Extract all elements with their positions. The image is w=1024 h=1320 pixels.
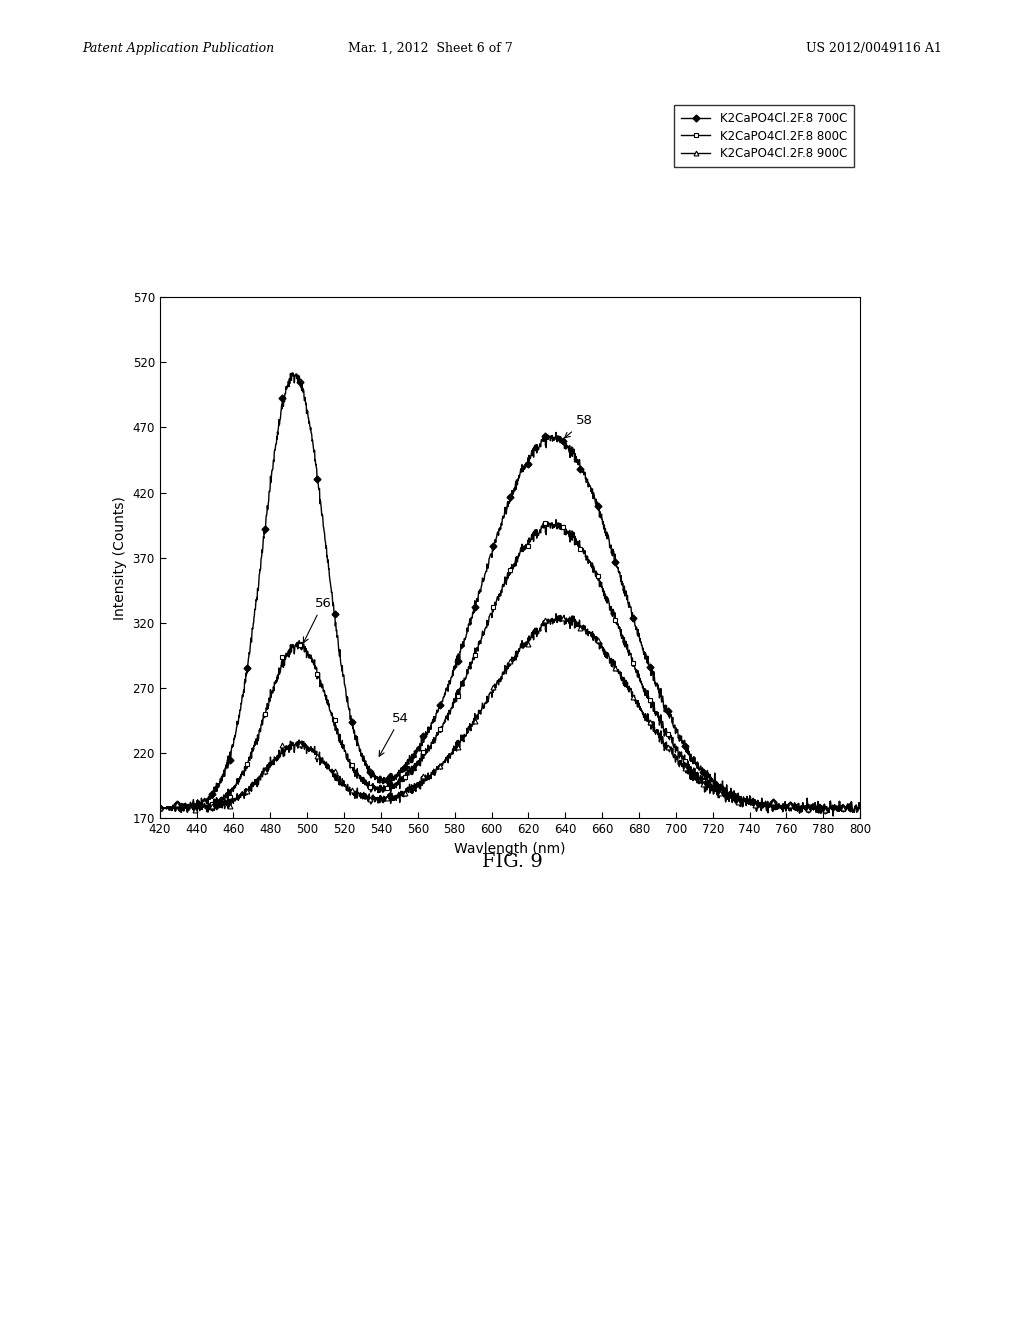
K2CaPO4Cl.2F.8 900C xyxy=(834,803,846,818)
X-axis label: Wavlength (nm): Wavlength (nm) xyxy=(455,842,565,855)
K2CaPO4Cl.2F.8 900C xyxy=(854,800,866,816)
Line: K2CaPO4Cl.2F.8 700C: K2CaPO4Cl.2F.8 700C xyxy=(158,371,862,818)
K2CaPO4Cl.2F.8 900C xyxy=(475,702,487,718)
K2CaPO4Cl.2F.8 700C xyxy=(154,800,166,816)
K2CaPO4Cl.2F.8 900C xyxy=(827,808,840,824)
K2CaPO4Cl.2F.8 900C xyxy=(706,783,718,799)
K2CaPO4Cl.2F.8 800C xyxy=(189,799,202,814)
Text: Patent Application Publication: Patent Application Publication xyxy=(82,42,274,55)
Line: K2CaPO4Cl.2F.8 900C: K2CaPO4Cl.2F.8 900C xyxy=(158,611,862,818)
K2CaPO4Cl.2F.8 700C xyxy=(189,796,202,812)
K2CaPO4Cl.2F.8 700C xyxy=(476,574,488,590)
K2CaPO4Cl.2F.8 800C xyxy=(834,803,846,818)
K2CaPO4Cl.2F.8 700C xyxy=(854,800,866,816)
K2CaPO4Cl.2F.8 800C xyxy=(706,780,718,796)
Text: 56: 56 xyxy=(303,597,332,643)
K2CaPO4Cl.2F.8 800C xyxy=(854,801,866,817)
Legend: K2CaPO4Cl.2F.8 700C, K2CaPO4Cl.2F.8 800C, K2CaPO4Cl.2F.8 900C: K2CaPO4Cl.2F.8 700C, K2CaPO4Cl.2F.8 800C… xyxy=(674,104,854,168)
K2CaPO4Cl.2F.8 700C xyxy=(835,799,847,814)
K2CaPO4Cl.2F.8 700C xyxy=(827,808,840,824)
K2CaPO4Cl.2F.8 800C xyxy=(550,512,562,528)
Text: US 2012/0049116 A1: US 2012/0049116 A1 xyxy=(806,42,942,55)
K2CaPO4Cl.2F.8 900C xyxy=(154,800,166,816)
K2CaPO4Cl.2F.8 800C xyxy=(495,586,507,602)
K2CaPO4Cl.2F.8 900C xyxy=(835,799,847,814)
Text: FIG. 9: FIG. 9 xyxy=(481,853,543,871)
K2CaPO4Cl.2F.8 700C xyxy=(287,364,299,380)
Y-axis label: Intensity (Counts): Intensity (Counts) xyxy=(113,496,127,619)
K2CaPO4Cl.2F.8 700C xyxy=(834,803,846,818)
K2CaPO4Cl.2F.8 800C xyxy=(827,808,840,824)
K2CaPO4Cl.2F.8 900C xyxy=(550,606,562,622)
Text: 58: 58 xyxy=(564,414,593,438)
K2CaPO4Cl.2F.8 800C xyxy=(154,800,166,816)
Text: Mar. 1, 2012  Sheet 6 of 7: Mar. 1, 2012 Sheet 6 of 7 xyxy=(348,42,512,55)
K2CaPO4Cl.2F.8 900C xyxy=(189,799,202,814)
Text: 54: 54 xyxy=(379,711,409,756)
K2CaPO4Cl.2F.8 700C xyxy=(706,774,718,789)
K2CaPO4Cl.2F.8 800C xyxy=(835,799,847,814)
K2CaPO4Cl.2F.8 700C xyxy=(495,521,507,537)
Line: K2CaPO4Cl.2F.8 800C: K2CaPO4Cl.2F.8 800C xyxy=(158,517,862,818)
K2CaPO4Cl.2F.8 900C xyxy=(495,672,507,688)
K2CaPO4Cl.2F.8 800C xyxy=(475,630,487,645)
